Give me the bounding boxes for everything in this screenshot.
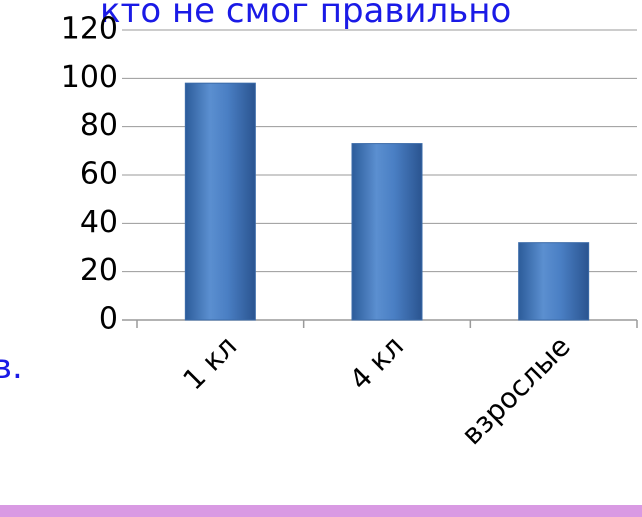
y-tick-label: 120 <box>61 12 118 47</box>
bar <box>351 143 423 321</box>
y-tick-label: 60 <box>80 157 118 192</box>
footer-band <box>0 505 642 517</box>
y-tick-label: 0 <box>99 302 118 337</box>
slide-text: в. <box>0 347 23 387</box>
bar <box>184 82 256 321</box>
y-tick-label: 20 <box>80 253 118 288</box>
x-tick-label: 4 кл <box>343 330 410 397</box>
y-tick-label: 40 <box>80 205 118 240</box>
y-tick-label: 80 <box>80 108 118 143</box>
x-tick-label: взрослые <box>455 330 577 452</box>
y-tick-label: 100 <box>61 60 118 95</box>
bar <box>518 242 590 321</box>
slide-text: кто не смог правильно <box>100 0 511 31</box>
x-tick-label: 1 кл <box>176 330 243 397</box>
